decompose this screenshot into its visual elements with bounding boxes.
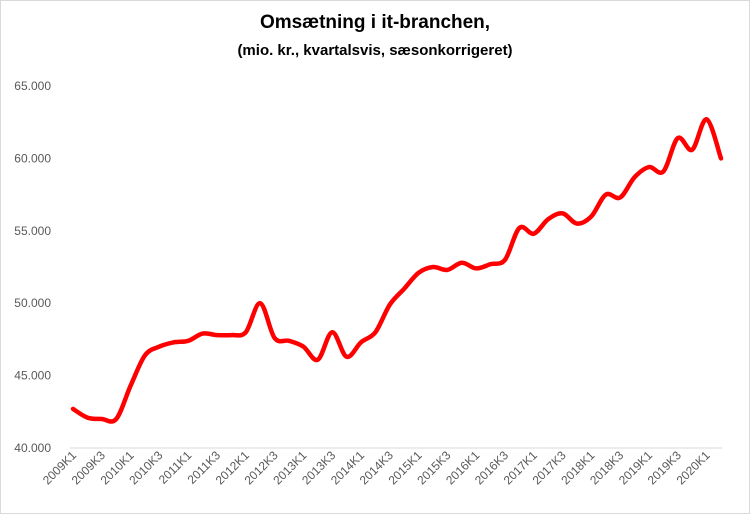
y-tick-label: 55.000 <box>14 224 51 238</box>
chart-title: Omsætning i it-branchen, <box>259 12 491 33</box>
y-tick-label: 65.000 <box>14 79 51 93</box>
y-tick-label: 60.000 <box>14 151 51 165</box>
y-tick-label: 45.000 <box>14 369 51 383</box>
series-line-omsaetning <box>70 117 724 424</box>
y-axis: 40.000 45.000 50.000 55.000 60.000 65.000 <box>14 79 51 455</box>
y-tick-label: 50.000 <box>14 296 51 310</box>
x-axis: 2009K12009K32010K12010K32011K12011K32012… <box>40 448 713 487</box>
y-tick-label: 40.000 <box>14 441 51 455</box>
chart-subtitle: (mio. kr., kvartalsvis, sæsonkorrigeret) <box>237 42 513 59</box>
